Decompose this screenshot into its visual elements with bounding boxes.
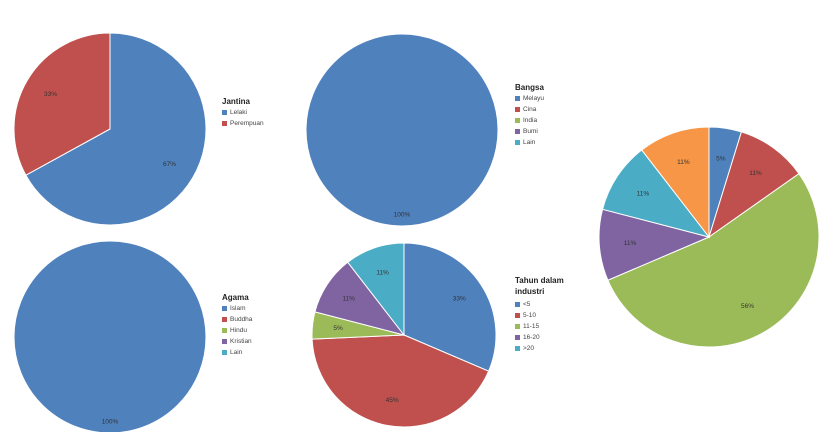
pie-data-label: 100%: [394, 211, 411, 218]
legend-swatch: [222, 350, 227, 355]
legend-label: India: [523, 117, 538, 124]
pie-data-label: 11%: [624, 240, 637, 247]
legend-swatch: [222, 328, 227, 333]
legend-label: Lain: [523, 139, 536, 146]
pie-data-label: 11%: [376, 269, 389, 276]
legend-bangsa: Bangsa Melayu Cina India Bumi Lain: [515, 82, 544, 148]
pie-slice: [607, 172, 820, 348]
pie-slice: [601, 149, 711, 238]
legend-label: Lain: [230, 349, 243, 356]
legend-label: 16-20: [523, 334, 540, 341]
pie-chart-4: 33% 45% 5% 11% 11%: [311, 242, 497, 428]
legend-item: Lain: [515, 137, 544, 148]
pie-slice: [305, 33, 499, 227]
legend-label: >20: [523, 345, 535, 352]
legend-item: Cina: [515, 104, 544, 115]
legend-label: Perempuan: [230, 120, 264, 127]
pie-data-label: 11%: [637, 190, 650, 197]
legend-item: India: [515, 115, 544, 126]
legend-swatch: [222, 339, 227, 344]
pie-slice: [598, 208, 711, 281]
legend-item: >20: [515, 343, 577, 354]
pie-data-label: 100%: [102, 418, 119, 425]
legend-swatch: [222, 317, 227, 322]
pie-slice: [641, 126, 710, 239]
legend-title: Bangsa: [515, 83, 544, 92]
pie-slice: [25, 32, 207, 226]
pie-data-label: 45%: [386, 397, 399, 404]
pie-slice: [13, 240, 207, 432]
legend-title: Jantina: [222, 97, 251, 106]
legend-label: Bumi: [523, 128, 538, 135]
legend-swatch: [515, 346, 520, 351]
legend-swatch: [515, 335, 520, 340]
legend-item: <5: [515, 299, 577, 310]
legend-label: Islam: [230, 305, 246, 312]
legend-label: 5-10: [523, 312, 537, 319]
legend-swatch: [222, 110, 227, 115]
legend-item: Lain: [222, 347, 252, 358]
legend-item: Hindu: [222, 325, 252, 336]
pie-data-label: 33%: [453, 296, 466, 303]
legend-swatch: [515, 107, 520, 112]
legend-item: 16-20: [515, 332, 577, 343]
pie-data-label: 11%: [749, 170, 762, 177]
pie-chart-1: 67% 33%: [13, 32, 207, 226]
pie-chart-5: 5% 11% 56% 11% 11% 11%: [598, 126, 820, 348]
legend-swatch: [515, 324, 520, 329]
pie-data-label: 5%: [333, 325, 343, 332]
legend-label: Buddha: [230, 316, 253, 323]
legend-swatch: [515, 313, 520, 318]
pie-slice: [347, 242, 405, 337]
pie-slice: [708, 131, 800, 239]
pie-data-label: 56%: [741, 303, 754, 310]
legend-label: Lelaki: [230, 109, 247, 116]
pie-data-label: 5%: [716, 156, 726, 163]
legend-swatch: [222, 306, 227, 311]
legend-swatch: [515, 96, 520, 101]
legend-label: Cina: [523, 106, 537, 113]
legend-item: Bumi: [515, 126, 544, 137]
pie-data-label: 11%: [342, 296, 355, 303]
pie-chart-2: 100%: [305, 33, 499, 227]
legend-title: Agama: [222, 293, 249, 302]
legend-item: Islam: [222, 303, 252, 314]
legend-label: <5: [523, 301, 531, 308]
legend-label: Hindu: [230, 327, 247, 334]
pie-data-label: 33%: [44, 91, 57, 98]
legend-agama: Agama Islam Buddha Hindu Kristian Lain: [222, 292, 252, 358]
pie-data-label: 11%: [677, 159, 690, 166]
pie-slice: [13, 32, 111, 176]
legend-item: Buddha: [222, 314, 252, 325]
legend-swatch: [222, 121, 227, 126]
legend-label: Melayu: [523, 95, 544, 102]
legend-item: Kristian: [222, 336, 252, 347]
legend-item: Lelaki: [222, 107, 264, 118]
legend-label: Kristian: [230, 338, 252, 345]
legend-tahun-dalam-industri: Tahun dalam industri <5 5-10 11-15 16-20…: [515, 275, 577, 354]
legend-swatch: [515, 129, 520, 134]
legend-item: Perempuan: [222, 118, 264, 129]
pie-chart-3: 100%: [13, 240, 207, 432]
pie-data-label: 67%: [163, 161, 176, 168]
legend-jantina: Jantina Lelaki Perempuan: [222, 96, 264, 129]
legend-label: 11-15: [523, 323, 540, 330]
legend-swatch: [515, 118, 520, 123]
pie-slice: [311, 334, 490, 428]
pie-slice: [403, 242, 497, 372]
legend-item: 11-15: [515, 321, 577, 332]
legend-title: Tahun dalam industri: [515, 276, 564, 296]
legend-swatch: [515, 140, 520, 145]
legend-item: 5-10: [515, 310, 577, 321]
legend-swatch: [515, 302, 520, 307]
legend-item: Melayu: [515, 93, 544, 104]
